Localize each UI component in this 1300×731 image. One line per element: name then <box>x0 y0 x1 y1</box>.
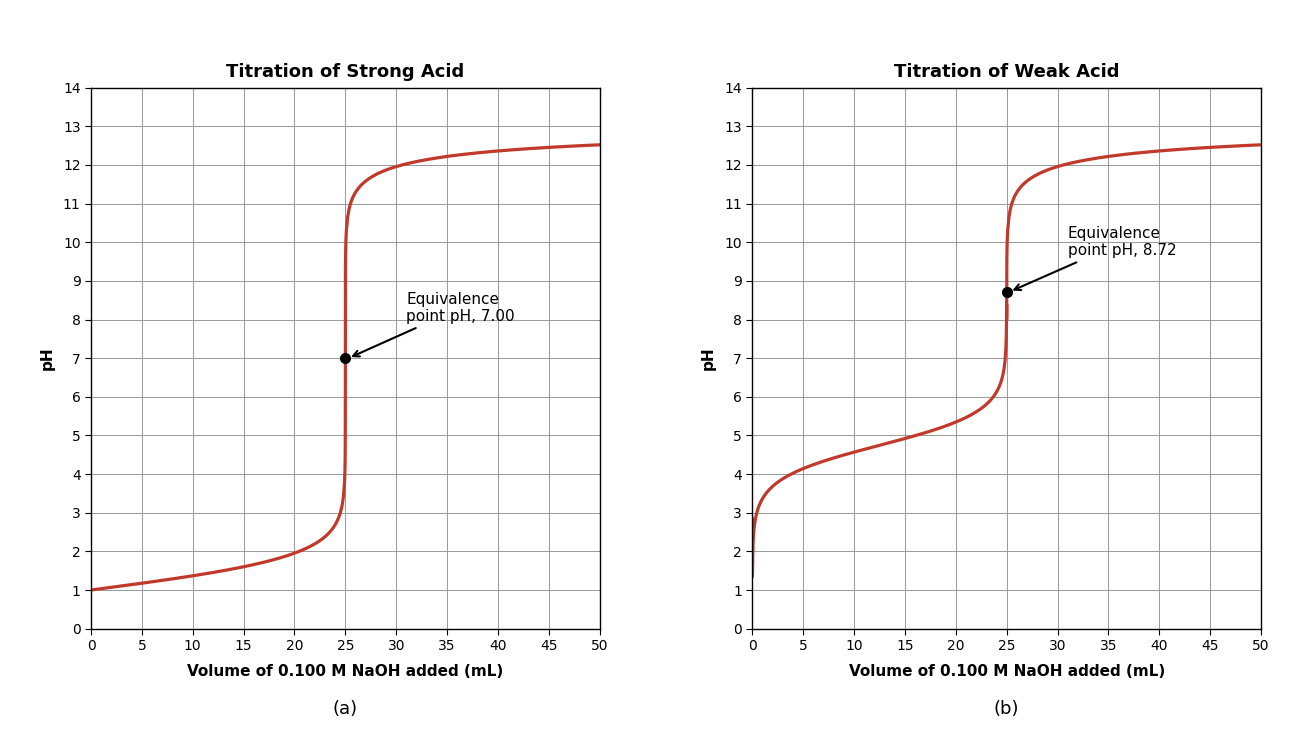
Text: Equivalence
point pH, 7.00: Equivalence point pH, 7.00 <box>354 292 515 357</box>
Y-axis label: pH: pH <box>701 346 716 370</box>
X-axis label: Volume of 0.100 M NaOH added (mL): Volume of 0.100 M NaOH added (mL) <box>849 664 1165 679</box>
Text: (a): (a) <box>333 700 358 718</box>
X-axis label: Volume of 0.100 M NaOH added (mL): Volume of 0.100 M NaOH added (mL) <box>187 664 503 679</box>
Title: Titration of Strong Acid: Titration of Strong Acid <box>226 63 464 80</box>
Text: (b): (b) <box>994 700 1019 718</box>
Title: Titration of Weak Acid: Titration of Weak Acid <box>894 63 1119 80</box>
Y-axis label: pH: pH <box>39 346 55 370</box>
Text: Equivalence
point pH, 8.72: Equivalence point pH, 8.72 <box>1014 226 1176 290</box>
